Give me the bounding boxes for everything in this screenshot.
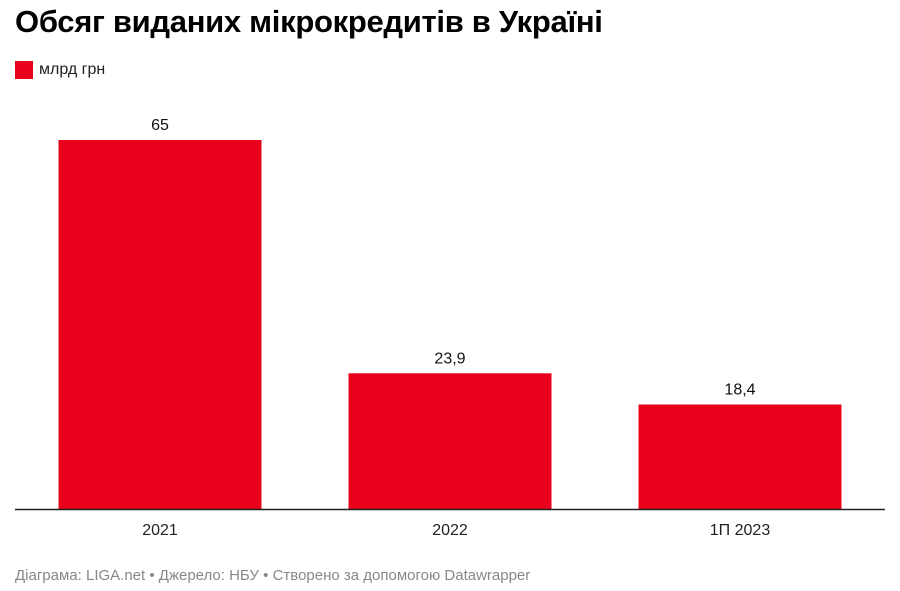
legend-swatch xyxy=(15,61,33,79)
bar-3 xyxy=(638,404,842,509)
legend: млрд грн xyxy=(15,61,105,79)
data-label-1: 65 xyxy=(151,117,169,134)
footer: Діаграма: LIGA.net • Джерело: НБУ • Ство… xyxy=(15,567,530,584)
bar-2 xyxy=(348,373,552,509)
footer-created: Створено за допомогою Datawrapper xyxy=(272,567,531,584)
footer-source: Джерело: НБУ xyxy=(158,567,259,584)
data-label-2: 23,9 xyxy=(434,350,465,367)
footer-separator: • xyxy=(145,567,159,584)
chart-title: Обсяг виданих мікрокредитів в Україні xyxy=(15,4,603,39)
legend-label: млрд грн xyxy=(39,61,106,78)
x-tick-label-3: 1П 2023 xyxy=(710,522,771,539)
data-label-3: 18,4 xyxy=(724,382,755,399)
x-tick-label-1: 2021 xyxy=(142,522,178,539)
x-tick-labels: 2021 2022 1П 2023 xyxy=(142,522,770,539)
footer-separator: • xyxy=(258,567,273,584)
x-tick-label-2: 2022 xyxy=(432,522,468,539)
bars-group: 65 23,9 18,4 xyxy=(58,117,842,509)
footer-chart-by: Діаграма: LIGA.net xyxy=(15,567,146,584)
bar-1 xyxy=(58,140,262,509)
